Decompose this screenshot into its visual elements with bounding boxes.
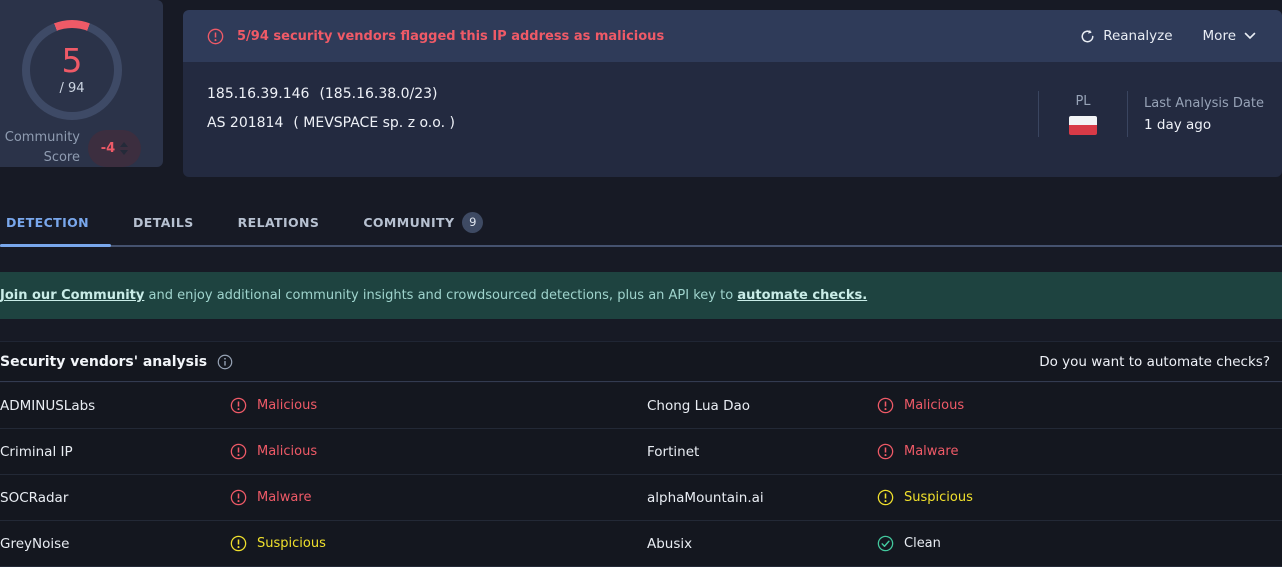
join-community-link[interactable]: Join our Community [0, 288, 145, 303]
vendor-name: Fortinet [647, 443, 700, 460]
verdict-label: Malicious [257, 444, 318, 459]
tab-bar: DETECTION DETAILS RELATIONS COMMUNITY 9 [0, 199, 1282, 247]
detection-score-gauge: 5 / 94 [22, 20, 122, 120]
community-score-label: Community Score [4, 130, 80, 165]
alert-exclamation-icon [207, 28, 224, 44]
malicious-alert-banner: 5/94 security vendors flagged this IP ad… [183, 10, 1282, 62]
vendor-table: ADMINUSLabs Malicious Chong Lua Dao Malicio… [0, 383, 1282, 567]
alert-message: 5/94 security vendors flagged this IP ad… [207, 28, 664, 45]
malicious-exclamation-icon [230, 397, 247, 414]
chevron-down-icon [1244, 32, 1256, 40]
verdict-suspicious: Suspicious [877, 489, 973, 506]
tab-label: RELATIONS [237, 214, 320, 230]
tab-detection[interactable]: DETECTION [0, 199, 112, 247]
verdict-label: Suspicious [257, 536, 326, 551]
verdict-label: Malicious [904, 398, 965, 413]
verdict-label: Suspicious [904, 490, 973, 505]
verdict-label: Clean [904, 536, 941, 551]
verdict-malicious: Malicious [877, 397, 964, 414]
ip-network: (185.16.38.0/23) [319, 86, 438, 102]
tab-label: DETAILS [133, 214, 194, 230]
tab-relations[interactable]: RELATIONS [236, 199, 322, 245]
verdict-clean: Clean [877, 535, 941, 552]
vendor-name: Chong Lua Dao [647, 397, 750, 414]
detection-score-card: 5 / 94 Community Score -4 [0, 0, 163, 167]
last-analysis-value: 1 day ago [1144, 116, 1212, 133]
country-column: PL [1055, 94, 1111, 135]
promo-text: and enjoy additional community insights … [144, 288, 738, 303]
ip-header-card: 5/94 security vendors flagged this IP ad… [183, 10, 1282, 177]
automate-checks-link[interactable]: automate checks. [737, 288, 868, 303]
tab-community[interactable]: COMMUNITY 9 [361, 199, 485, 245]
vendor-result-cell: Abusix Clean [641, 521, 1282, 566]
vendor-name: ADMINUSLabs [0, 397, 96, 414]
asn: AS 201814 [207, 115, 284, 131]
malicious-exclamation-icon [230, 443, 247, 460]
malicious-exclamation-icon [877, 397, 894, 414]
stepper-arrows-icon[interactable] [120, 141, 129, 155]
vendor-result-cell: Criminal IP Malicious [0, 429, 641, 474]
verdict-label: Malware [257, 490, 312, 505]
ip-summary-body: 185.16.39.146 (185.16.38.0/23) AS 201814… [183, 62, 1282, 177]
vendor-name: GreyNoise [0, 535, 70, 552]
vendor-name: SOCRadar [0, 489, 69, 506]
malicious-exclamation-icon [230, 489, 247, 506]
last-analysis-column: Last Analysis Date 1 day ago [1144, 96, 1264, 133]
verdict-label: Malware [904, 444, 959, 459]
reanalyze-button[interactable]: Reanalyze [1080, 28, 1173, 44]
detections-total: / 94 [59, 81, 85, 96]
verdict-suspicious: Suspicious [230, 535, 326, 552]
vendor-result-cell: GreyNoise Suspicious [0, 521, 641, 566]
table-row: SOCRadar Malware alphaMountain.ai Suspiciou… [0, 475, 1282, 521]
verdict-malicious: Malware [877, 443, 958, 460]
tab-details[interactable]: DETAILS [131, 199, 196, 245]
as-owner: ( MEVSPACE sp. z o.o. ) [293, 115, 455, 131]
divider [1127, 91, 1129, 137]
tab-label: COMMUNITY [363, 214, 455, 230]
vendor-result-cell: Chong Lua Dao Malicious [641, 383, 1282, 428]
verdict-label: Malicious [257, 398, 318, 413]
table-row: Criminal IP Malicious Fortinet Malware [0, 429, 1282, 475]
refresh-icon [1081, 29, 1094, 42]
table-row: GreyNoise Suspicious Abusix Clean [0, 521, 1282, 567]
vendor-result-cell: SOCRadar Malware [0, 475, 641, 520]
suspicious-exclamation-icon [877, 489, 894, 506]
vendor-name: alphaMountain.ai [647, 489, 764, 506]
tab-count-badge: 9 [462, 211, 484, 233]
last-analysis-label: Last Analysis Date [1144, 95, 1264, 111]
clean-check-icon [877, 535, 894, 552]
vendor-result-cell: ADMINUSLabs Malicious [0, 383, 641, 428]
arrow-down-icon[interactable] [120, 149, 129, 155]
detections-count: 5 [61, 41, 83, 80]
poland-flag-icon [1069, 115, 1098, 135]
vendor-name: Criminal IP [0, 443, 73, 460]
suspicious-exclamation-icon [230, 535, 247, 552]
community-score-value: -4 [100, 140, 116, 156]
vendors-analysis-header: Security vendors' analysis Do you want t… [0, 341, 1282, 382]
section-title: Security vendors' analysis [0, 354, 233, 370]
tab-label: DETECTION [6, 214, 90, 230]
divider [1038, 91, 1040, 137]
community-promo-banner: Join our Community and enjoy additional … [0, 272, 1282, 319]
country-code: PL [1075, 93, 1091, 109]
vendor-name: Abusix [647, 535, 693, 552]
malicious-exclamation-icon [877, 443, 894, 460]
info-icon[interactable] [217, 354, 233, 370]
verdict-malicious: Malware [230, 489, 311, 506]
ip-address: 185.16.39.146 [207, 86, 310, 102]
automate-checks-prompt[interactable]: Do you want to automate checks? [1039, 353, 1270, 370]
verdict-malicious: Malicious [230, 443, 317, 460]
community-score-stepper[interactable]: -4 [88, 129, 141, 167]
more-button[interactable]: More [1203, 28, 1256, 44]
arrow-up-icon[interactable] [120, 141, 129, 147]
vendor-result-cell: Fortinet Malware [641, 429, 1282, 474]
vendor-result-cell: alphaMountain.ai Suspicious [641, 475, 1282, 520]
table-row: ADMINUSLabs Malicious Chong Lua Dao Malicio… [0, 383, 1282, 429]
verdict-malicious: Malicious [230, 397, 317, 414]
